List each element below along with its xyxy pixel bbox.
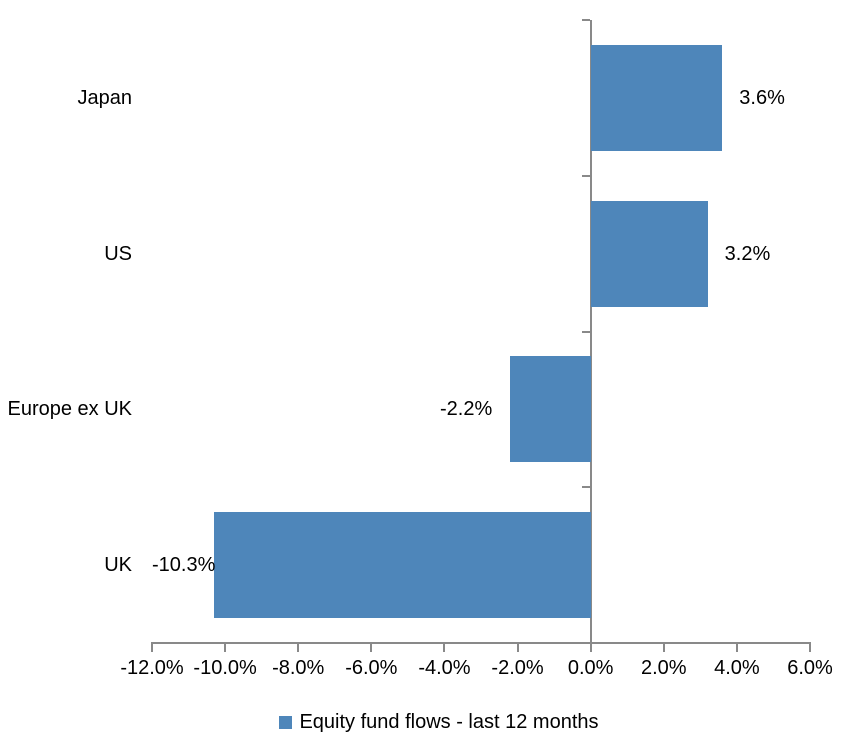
legend-swatch — [279, 715, 293, 729]
x-tick-label: -2.0% — [491, 657, 544, 679]
category-label: UK — [104, 554, 132, 577]
category-label: Japan — [77, 86, 133, 109]
category-axis-tick — [581, 330, 590, 333]
bar-europe-ex-uk — [510, 356, 591, 463]
data-label: 3.2% — [724, 242, 771, 265]
value-axis-tick — [662, 644, 665, 652]
category-axis-line — [589, 20, 592, 643]
value-axis-line — [151, 642, 811, 644]
x-tick-label: -4.0% — [418, 657, 471, 679]
value-axis-tick — [809, 644, 811, 652]
value-axis-tick — [370, 644, 373, 652]
bar-japan — [590, 44, 723, 151]
x-tick-label: 6.0% — [787, 657, 833, 679]
value-axis-tick — [516, 644, 519, 652]
value-axis-tick — [297, 644, 300, 652]
value-axis-tick — [589, 644, 592, 652]
value-axis-tick — [151, 644, 153, 652]
value-axis-tick — [443, 644, 446, 652]
category-label: US — [104, 242, 132, 265]
bar-us — [590, 200, 708, 307]
data-label: -2.2% — [439, 398, 493, 421]
category-axis-tick — [581, 486, 590, 489]
category-label: Europe ex UK — [7, 398, 132, 421]
x-tick-label: 2.0% — [640, 657, 687, 679]
x-tick-label: -10.0% — [193, 657, 257, 679]
x-tick-label: -8.0% — [272, 657, 325, 679]
bar-uk — [214, 512, 591, 619]
data-label: -10.3% — [152, 554, 216, 577]
legend: Equity fund flows - last 12 months — [26, 708, 852, 736]
x-tick-label: -6.0% — [345, 657, 398, 679]
legend-label: Equity fund flows - last 12 months — [299, 711, 599, 733]
x-tick-label: -12.0% — [120, 657, 184, 679]
data-label: 3.6% — [739, 86, 785, 109]
value-axis-tick — [735, 644, 738, 652]
value-axis-tick — [224, 644, 227, 652]
x-tick-label: 0.0% — [567, 657, 614, 679]
category-axis-tick — [581, 174, 590, 177]
category-axis-tick — [581, 19, 590, 21]
x-tick-label: 4.0% — [714, 657, 760, 679]
